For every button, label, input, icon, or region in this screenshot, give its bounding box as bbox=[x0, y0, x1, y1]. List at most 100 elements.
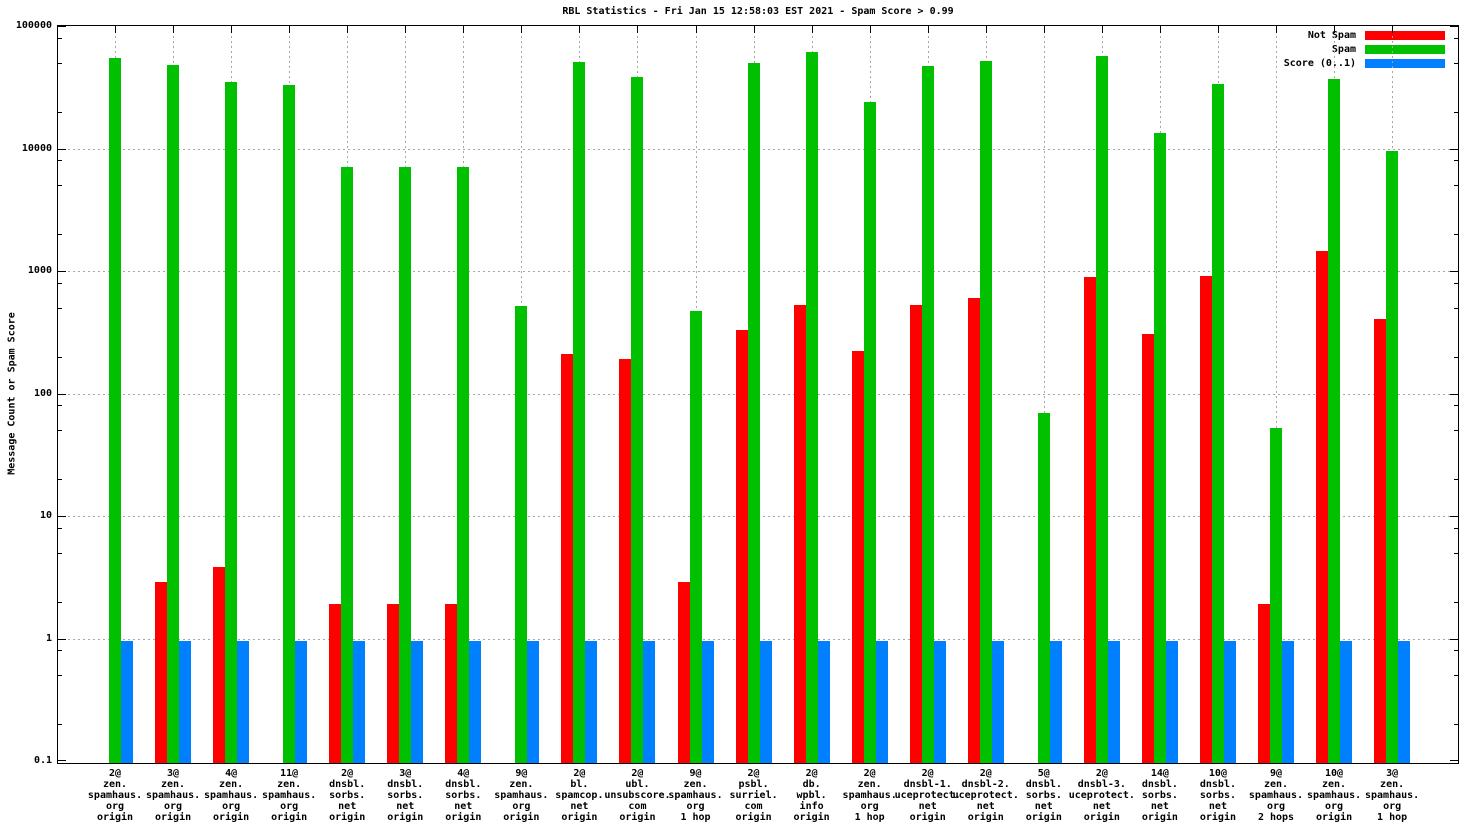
x-category-label-line: origin bbox=[909, 812, 946, 823]
x-axis-tick bbox=[1217, 26, 1219, 33]
x-category-label-line: origin bbox=[967, 812, 1004, 823]
bar-spam-13 bbox=[863, 101, 876, 763]
x-axis-tick bbox=[115, 26, 116, 33]
bar-score-10 bbox=[701, 640, 714, 763]
x-category-label-line: 4@ bbox=[225, 768, 238, 779]
y-axis-minor-tick bbox=[1454, 430, 1458, 432]
y-axis-minor-tick bbox=[1454, 724, 1458, 726]
legend-swatch bbox=[1365, 44, 1445, 54]
bar-spam-9 bbox=[631, 76, 644, 763]
x-category-label-line: org bbox=[164, 801, 183, 812]
y-axis-minor-tick bbox=[58, 160, 62, 162]
legend-label: Not Spam bbox=[1307, 29, 1356, 41]
x-category-label-line: dnsbl-3. bbox=[1077, 779, 1126, 790]
x-category-label-line: org bbox=[280, 801, 299, 812]
y-axis-minor-tick bbox=[58, 724, 62, 726]
bar-score-13 bbox=[875, 640, 888, 763]
x-category-label-line: spamcop. bbox=[555, 790, 604, 801]
x-category-label-line: org bbox=[860, 801, 879, 812]
x-category-label: 2@ dnsbl. sorbs. net origin bbox=[311, 768, 383, 823]
x-category-label-line: spamhaus. bbox=[87, 790, 143, 801]
x-axis-tick bbox=[173, 26, 175, 33]
bar-not-spam-8 bbox=[561, 353, 574, 763]
bar-spam-17 bbox=[1095, 56, 1108, 763]
x-axis-tick bbox=[927, 26, 929, 33]
bar-not-spam-6 bbox=[445, 603, 458, 763]
x-category-label-line: com bbox=[744, 801, 763, 812]
x-category-label-line: net bbox=[976, 801, 995, 812]
x-category-label: 14@ dnsbl. sorbs. net origin bbox=[1124, 768, 1196, 823]
x-category-label-line: origin bbox=[1315, 812, 1353, 823]
x-category-label-line: org bbox=[105, 801, 125, 812]
bar-spam-14 bbox=[921, 65, 934, 763]
x-category-label-line: net bbox=[1034, 801, 1053, 812]
x-axis-tick bbox=[463, 26, 465, 33]
bar-score-5 bbox=[411, 640, 424, 763]
x-category-label-line: net bbox=[1208, 801, 1227, 812]
x-category-label-line: net bbox=[918, 801, 937, 812]
x-category-label-line: dnsbl. bbox=[1141, 779, 1178, 790]
x-category-label-line: unsubscore. bbox=[604, 790, 671, 801]
y-axis-minor-tick bbox=[1454, 356, 1458, 358]
y-axis-minor-tick bbox=[58, 601, 62, 603]
x-category-label-line: 2@ bbox=[747, 768, 760, 779]
x-category-label-line: 1 hop bbox=[680, 812, 711, 823]
x-category-label: 2@ dnsbl-2. uceprotect. net origin bbox=[950, 768, 1022, 823]
y-axis-minor-tick bbox=[58, 37, 62, 39]
x-category-label-line: 9@ bbox=[689, 768, 702, 779]
x-category-label-line: sorbs. bbox=[445, 790, 482, 801]
y-axis-minor-tick bbox=[58, 234, 62, 236]
x-category-label-line: 11@ bbox=[280, 768, 299, 779]
x-category-label-line: 3@ bbox=[1386, 768, 1399, 779]
x-category-label-line: 10@ bbox=[1208, 768, 1227, 779]
bar-not-spam-15 bbox=[967, 298, 980, 763]
bar-spam-4 bbox=[341, 166, 354, 763]
bar-not-spam-4 bbox=[329, 603, 342, 763]
gridline-vertical bbox=[1043, 26, 1045, 763]
x-category-label-line: spamhaus. bbox=[145, 790, 201, 801]
x-category-label-line: dnsbl. bbox=[1199, 779, 1236, 790]
x-category-label-line: org bbox=[1266, 801, 1286, 812]
bar-score-12 bbox=[817, 640, 830, 763]
bar-spam-2 bbox=[225, 82, 238, 763]
x-category-label-line: origin bbox=[1083, 812, 1120, 823]
y-axis-minor-tick bbox=[58, 282, 62, 284]
bar-not-spam-19 bbox=[1199, 275, 1212, 763]
x-category-label-line: zen. bbox=[277, 779, 302, 790]
bar-spam-3 bbox=[283, 85, 296, 763]
y-axis-major-tick bbox=[58, 638, 66, 640]
bar-not-spam-10 bbox=[677, 582, 690, 763]
x-category-label-line: sorbs. bbox=[329, 790, 366, 801]
x-category-label-line: spamhaus. bbox=[262, 790, 317, 801]
x-axis-tick bbox=[695, 26, 697, 33]
x-category-label-line: zen. bbox=[1263, 779, 1289, 790]
bar-spam-5 bbox=[399, 166, 412, 763]
plot-area: Not Spam Spam Score (0..1) bbox=[57, 25, 1459, 764]
y-axis-minor-tick bbox=[58, 405, 62, 407]
x-category-label-line: zen. bbox=[102, 779, 128, 790]
bar-not-spam-1 bbox=[155, 582, 168, 763]
y-axis-minor-tick bbox=[58, 650, 62, 652]
x-category-label: 2@ bl. spamcop. net origin bbox=[543, 768, 615, 823]
y-axis-minor-tick bbox=[58, 675, 62, 677]
y-axis-minor-tick bbox=[58, 185, 62, 187]
y-axis-minor-tick bbox=[1454, 675, 1458, 677]
x-category-label-line: origin bbox=[619, 812, 656, 823]
bar-score-0 bbox=[121, 640, 133, 763]
x-category-label: 9@ zen. spamhaus. org 1 hop bbox=[660, 768, 732, 823]
x-category-label-line: db. bbox=[802, 779, 821, 790]
bar-score-15 bbox=[991, 640, 1004, 763]
x-category-label-line: origin bbox=[793, 812, 830, 823]
x-axis-tick bbox=[1334, 26, 1336, 33]
x-category-label-line: origin bbox=[329, 812, 366, 823]
y-axis-minor-tick bbox=[1454, 307, 1458, 309]
y-axis-minor-tick bbox=[1454, 479, 1458, 481]
x-category-label-line: uceprotect. bbox=[1068, 790, 1135, 801]
y-axis-minor-tick bbox=[1454, 405, 1458, 407]
x-category-label-line: psbl. bbox=[738, 779, 769, 790]
x-category-label-line: origin bbox=[154, 812, 192, 823]
x-category-label-line: 2@ bbox=[921, 768, 934, 779]
x-axis-tick bbox=[347, 26, 349, 33]
x-category-label-line: origin bbox=[387, 812, 424, 823]
x-axis-tick bbox=[289, 26, 291, 33]
